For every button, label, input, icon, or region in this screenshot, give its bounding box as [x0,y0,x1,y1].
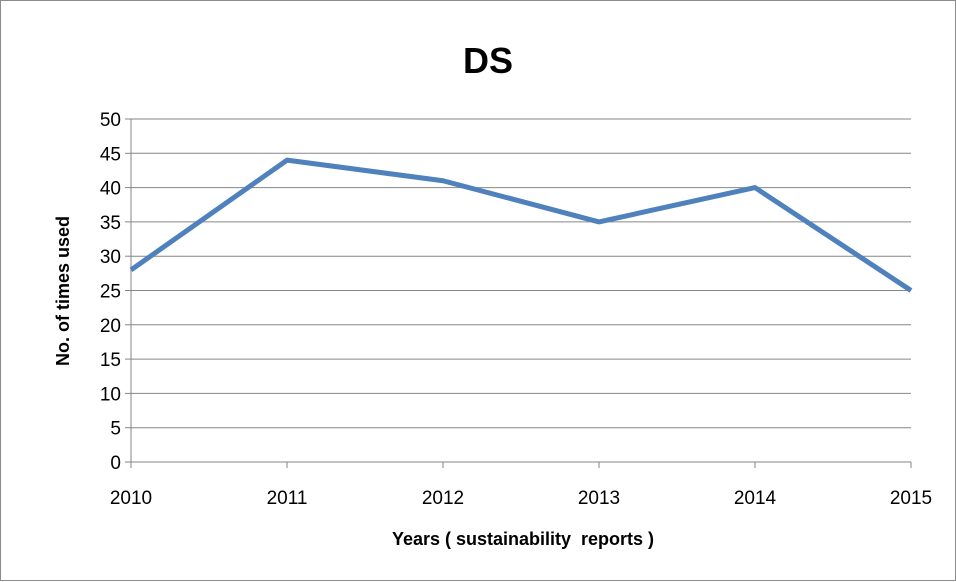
y-tick-label: 40 [100,179,121,200]
y-tick-label: 30 [100,247,121,268]
y-axis-title: No. of times used [53,216,73,366]
y-tick-label: 45 [100,144,121,165]
y-tick-label: 0 [110,453,121,474]
x-tick-label: 2012 [422,488,464,509]
y-tick-label: 20 [100,316,121,337]
gridlines [131,119,911,428]
x-axis-title: Years ( sustainability reports ) [392,529,654,549]
x-tick-label: 2015 [890,488,932,509]
chart-title: DS [463,40,513,81]
y-tick-labels: 0 5 10 15 20 25 30 35 40 45 50 [100,110,121,474]
x-tick-label: 2010 [110,488,152,509]
y-tick-label: 5 [110,419,121,440]
y-tick-label: 50 [100,110,121,131]
x-tick-labels: 2010 2011 2012 2013 2014 2015 [110,488,932,509]
y-tick-label: 35 [100,213,121,234]
x-tick-label: 2013 [578,488,620,509]
axes [125,119,911,468]
x-tick-label: 2014 [734,488,777,509]
y-tick-label: 25 [100,282,121,303]
y-tick-label: 10 [100,384,121,405]
x-tick-label: 2011 [267,488,308,509]
series-line [131,160,911,290]
y-tick-label: 15 [100,350,121,371]
series-layer [131,160,911,290]
